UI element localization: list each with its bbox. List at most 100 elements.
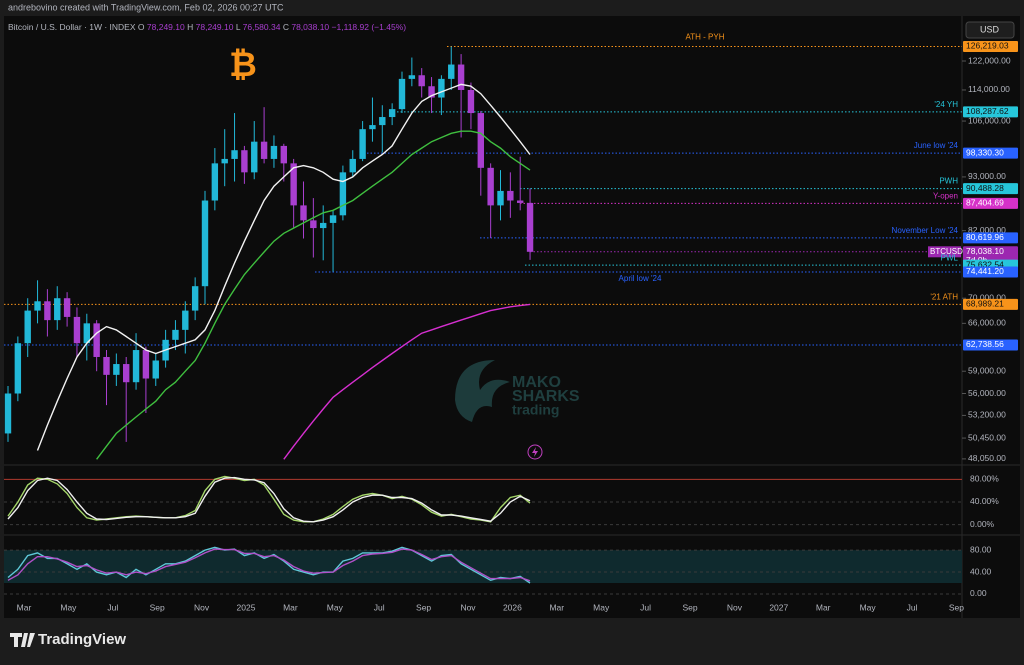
price-tag xyxy=(963,232,1018,244)
indicator-line xyxy=(7,476,531,523)
candle-body xyxy=(290,163,297,206)
alert-bolt xyxy=(532,447,538,457)
candle-body xyxy=(280,145,287,164)
candle-body xyxy=(142,350,150,379)
level-name: PWH xyxy=(939,177,958,186)
candle-body xyxy=(201,200,209,287)
band xyxy=(4,550,962,584)
alert-icon[interactable] xyxy=(527,444,543,460)
ohlc-key: L xyxy=(236,22,241,32)
price-tag xyxy=(963,339,1018,351)
candle-body xyxy=(487,167,494,206)
candle-body xyxy=(231,150,238,159)
candle-body xyxy=(320,222,327,229)
price-tag xyxy=(963,106,1018,118)
candle-body xyxy=(497,190,504,206)
candle-body xyxy=(172,329,179,340)
level-name: '24 YH xyxy=(934,100,958,109)
candle-body xyxy=(93,323,100,357)
x-tick-label: May xyxy=(593,602,610,612)
candle-body xyxy=(379,117,386,126)
candle-body xyxy=(329,215,337,223)
level-name: November Low '24 xyxy=(892,226,959,235)
y-tick-label: 122,000.00 xyxy=(968,55,1011,65)
y-tick-label: 0.00% xyxy=(970,519,995,529)
indicator-line xyxy=(7,548,531,582)
y-tick-label: 66,000.00 xyxy=(968,318,1006,328)
x-tick-label: Nov xyxy=(194,602,210,612)
candle-body xyxy=(63,298,71,317)
change: −1,118.92 (−1.45%) xyxy=(332,22,407,32)
x-tick-label: Mar xyxy=(549,602,564,612)
candle-body xyxy=(349,158,356,173)
candle-body xyxy=(388,109,396,118)
currency[interactable]: USD xyxy=(980,24,1000,34)
candle-body xyxy=(4,393,12,434)
y-tick-label: 40.00% xyxy=(970,496,999,506)
price-tag-value: 87,404.69 xyxy=(966,198,1004,208)
price-tag-value: 98,330.30 xyxy=(966,147,1004,157)
price-tag-value: 74,441.20 xyxy=(966,266,1004,276)
candle-body xyxy=(457,64,465,90)
candle-body xyxy=(182,310,189,330)
y-tick-label: 80.00 xyxy=(970,544,992,554)
x-tick-label: May xyxy=(860,602,877,612)
candle-body xyxy=(251,141,258,173)
candle-body xyxy=(517,200,524,203)
legend: Bitcoin / U.S. Dollar · 1W · INDEX O 78,… xyxy=(8,22,406,32)
candle-body xyxy=(359,129,366,159)
candle-body xyxy=(113,364,120,375)
level-name: '21 ATH xyxy=(930,293,958,302)
candle-body xyxy=(44,301,51,321)
y-tick-label: 50,450.00 xyxy=(968,432,1006,442)
candle-body xyxy=(24,310,31,344)
price-tag xyxy=(963,266,1018,278)
watermark-shark xyxy=(455,360,510,422)
x-tick-label: Sep xyxy=(416,602,431,612)
candle-body xyxy=(428,86,435,98)
candle-body xyxy=(398,78,406,110)
ohlc-key: O xyxy=(138,22,145,32)
chart-area xyxy=(4,16,1020,618)
candle-body xyxy=(438,78,445,98)
x-tick-label: May xyxy=(60,602,77,612)
level-name: PWL xyxy=(941,253,959,262)
candle-body xyxy=(83,323,90,344)
candle-body xyxy=(152,360,159,379)
level-name: ATH - PYH xyxy=(686,33,725,42)
candle-body xyxy=(132,350,140,383)
candle-body xyxy=(103,356,110,375)
price-tag-value: 68,989.21 xyxy=(966,299,1004,309)
credit: andrebovino created with TradingView.com… xyxy=(8,2,284,12)
candle-body xyxy=(221,158,228,164)
brand: TradingView xyxy=(38,631,126,648)
price-tag-value: 80,619.96 xyxy=(966,232,1004,242)
candle-body xyxy=(270,145,278,159)
candle-body xyxy=(448,64,455,79)
level-name: BTCUSD xyxy=(930,247,963,256)
x-tick-label: Nov xyxy=(460,602,476,612)
y-tick-label: 70,000.00 xyxy=(968,292,1006,302)
price-tag xyxy=(963,183,1018,195)
price-tag xyxy=(963,298,1018,310)
indicator-line xyxy=(7,475,531,523)
currency-button[interactable] xyxy=(965,21,1015,39)
candle-body xyxy=(123,364,130,383)
candle-body xyxy=(408,75,416,79)
candle-body xyxy=(191,286,199,311)
candle-body xyxy=(241,150,248,173)
x-tick-label: Mar xyxy=(17,602,32,612)
y-tick-label: 53,200.00 xyxy=(968,410,1006,420)
ohlc-value: 78,249.10 xyxy=(147,22,185,32)
indicator-line xyxy=(36,83,531,451)
level-name: Y-open xyxy=(933,192,958,201)
x-tick-label: Mar xyxy=(816,602,831,612)
candle-body xyxy=(310,220,317,229)
candle-body xyxy=(73,316,81,344)
y-tick-label: 59,000.00 xyxy=(968,365,1006,375)
price-tag xyxy=(963,40,1018,52)
candle-body xyxy=(14,343,22,394)
x-tick-label: Sep xyxy=(682,602,697,612)
x-tick-label: Sep xyxy=(949,602,964,612)
